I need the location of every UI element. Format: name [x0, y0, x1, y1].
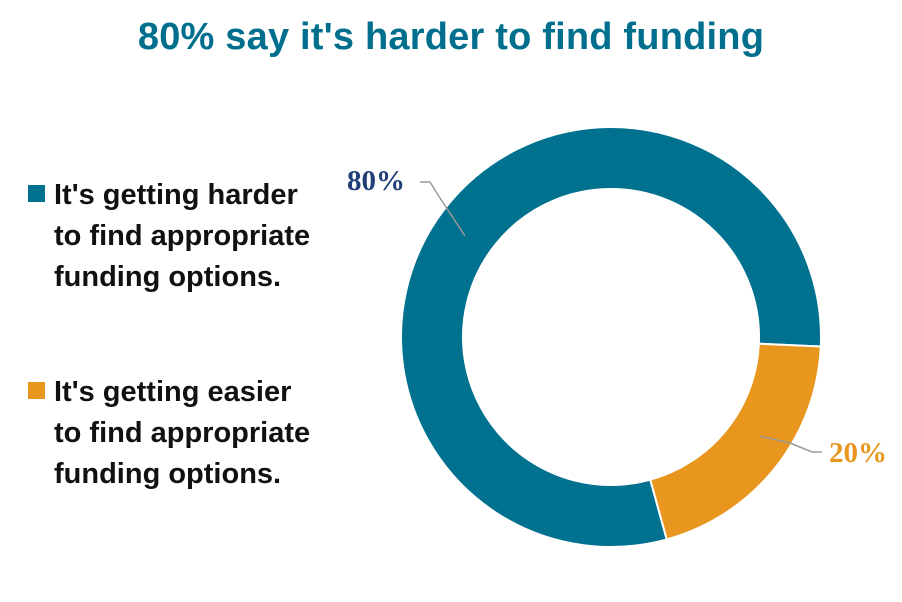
data-label-easier: 20%: [829, 437, 887, 469]
data-labels: 80% 20%: [347, 165, 887, 469]
leader-line-harder: [420, 181, 466, 237]
donut-slices: [400, 126, 822, 548]
legend-item-harder: It's getting harder to find appropriate …: [28, 175, 328, 298]
legend-label-easier: It's getting easier to find appropriate …: [54, 376, 311, 490]
donut-slice-easier: [649, 342, 822, 541]
data-label-harder: 80%: [347, 165, 405, 197]
legend-item-easier: It's getting easier to find appropriate …: [28, 372, 328, 495]
leader-line-easier: [759, 435, 822, 453]
legend-label-harder: It's getting harder to find appropriate …: [54, 179, 311, 293]
leader-lines: [420, 181, 822, 453]
chart-title: 80% say it's harder to find funding: [137, 16, 765, 58]
chart-legend: It's getting harder to find appropriate …: [28, 175, 328, 495]
legend-swatch-easier: [28, 382, 45, 399]
donut-slice-harder: [400, 126, 822, 548]
legend-swatch-harder: [28, 185, 45, 202]
